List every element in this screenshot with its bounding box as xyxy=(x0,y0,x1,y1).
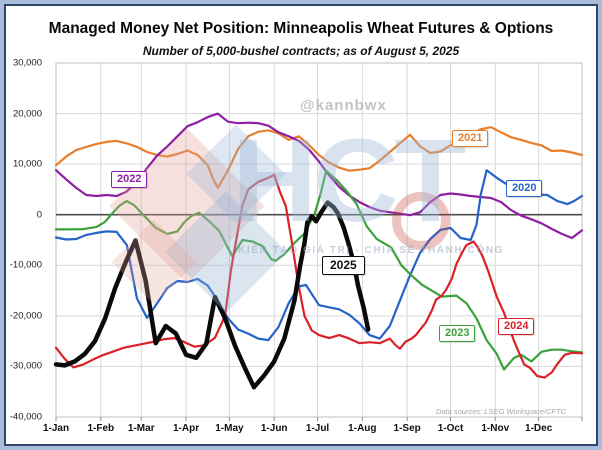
x-tick-label: 1-Sep xyxy=(393,423,421,434)
year-label-2022: 2022 xyxy=(111,171,148,188)
year-label-2021: 2021 xyxy=(452,130,489,147)
data-source-note: Data sources: LSEG Workspace/CFTC xyxy=(435,407,566,416)
chart-subtitle: Number of 5,000-bushel contracts; as of … xyxy=(142,44,460,58)
watermark-red-ring xyxy=(392,192,450,250)
year-label-2025: 2025 xyxy=(322,256,365,275)
year-label-2020: 2020 xyxy=(506,180,543,197)
x-tick-label: 1-Nov xyxy=(481,423,510,434)
y-tick-label: 20,000 xyxy=(12,108,42,120)
y-tick-label: -20,000 xyxy=(9,310,42,322)
y-tick-label: 30,000 xyxy=(12,57,42,69)
watermark-social-handle: @kannbwx xyxy=(300,97,387,114)
x-tick-label: 1-Jan xyxy=(42,423,70,434)
y-tick-label: 0 xyxy=(36,209,42,221)
y-tick-label: 10,000 xyxy=(12,158,42,170)
y-tick-label: -10,000 xyxy=(9,259,42,271)
x-tick-label: 1-Feb xyxy=(87,423,115,434)
y-tick-label: -40,000 xyxy=(9,411,42,423)
x-tick-label: 1-Aug xyxy=(348,423,377,434)
year-label-2024: 2024 xyxy=(498,318,535,335)
x-tick-label: 1-Jul xyxy=(305,423,330,434)
x-tick-label: 1-May xyxy=(215,423,244,434)
x-tick-label: 1-Jun xyxy=(260,423,288,434)
year-label-2023: 2023 xyxy=(439,325,476,342)
x-tick-label: 1-Apr xyxy=(172,423,200,434)
x-tick-label: 1-Mar xyxy=(127,423,155,434)
x-tick-label: 1-Oct xyxy=(437,423,464,434)
watermark-brand-logo: HCT xyxy=(232,115,467,247)
watermark-slogan: KIẾN TẠO GIÁ TRỊ - CHIA SẺ THÀNH CÔNG xyxy=(238,245,505,256)
x-tick-label: 1-Dec xyxy=(525,423,553,434)
y-tick-label: -30,000 xyxy=(9,360,42,372)
chart-title: Managed Money Net Position: Minneapolis … xyxy=(48,20,554,37)
